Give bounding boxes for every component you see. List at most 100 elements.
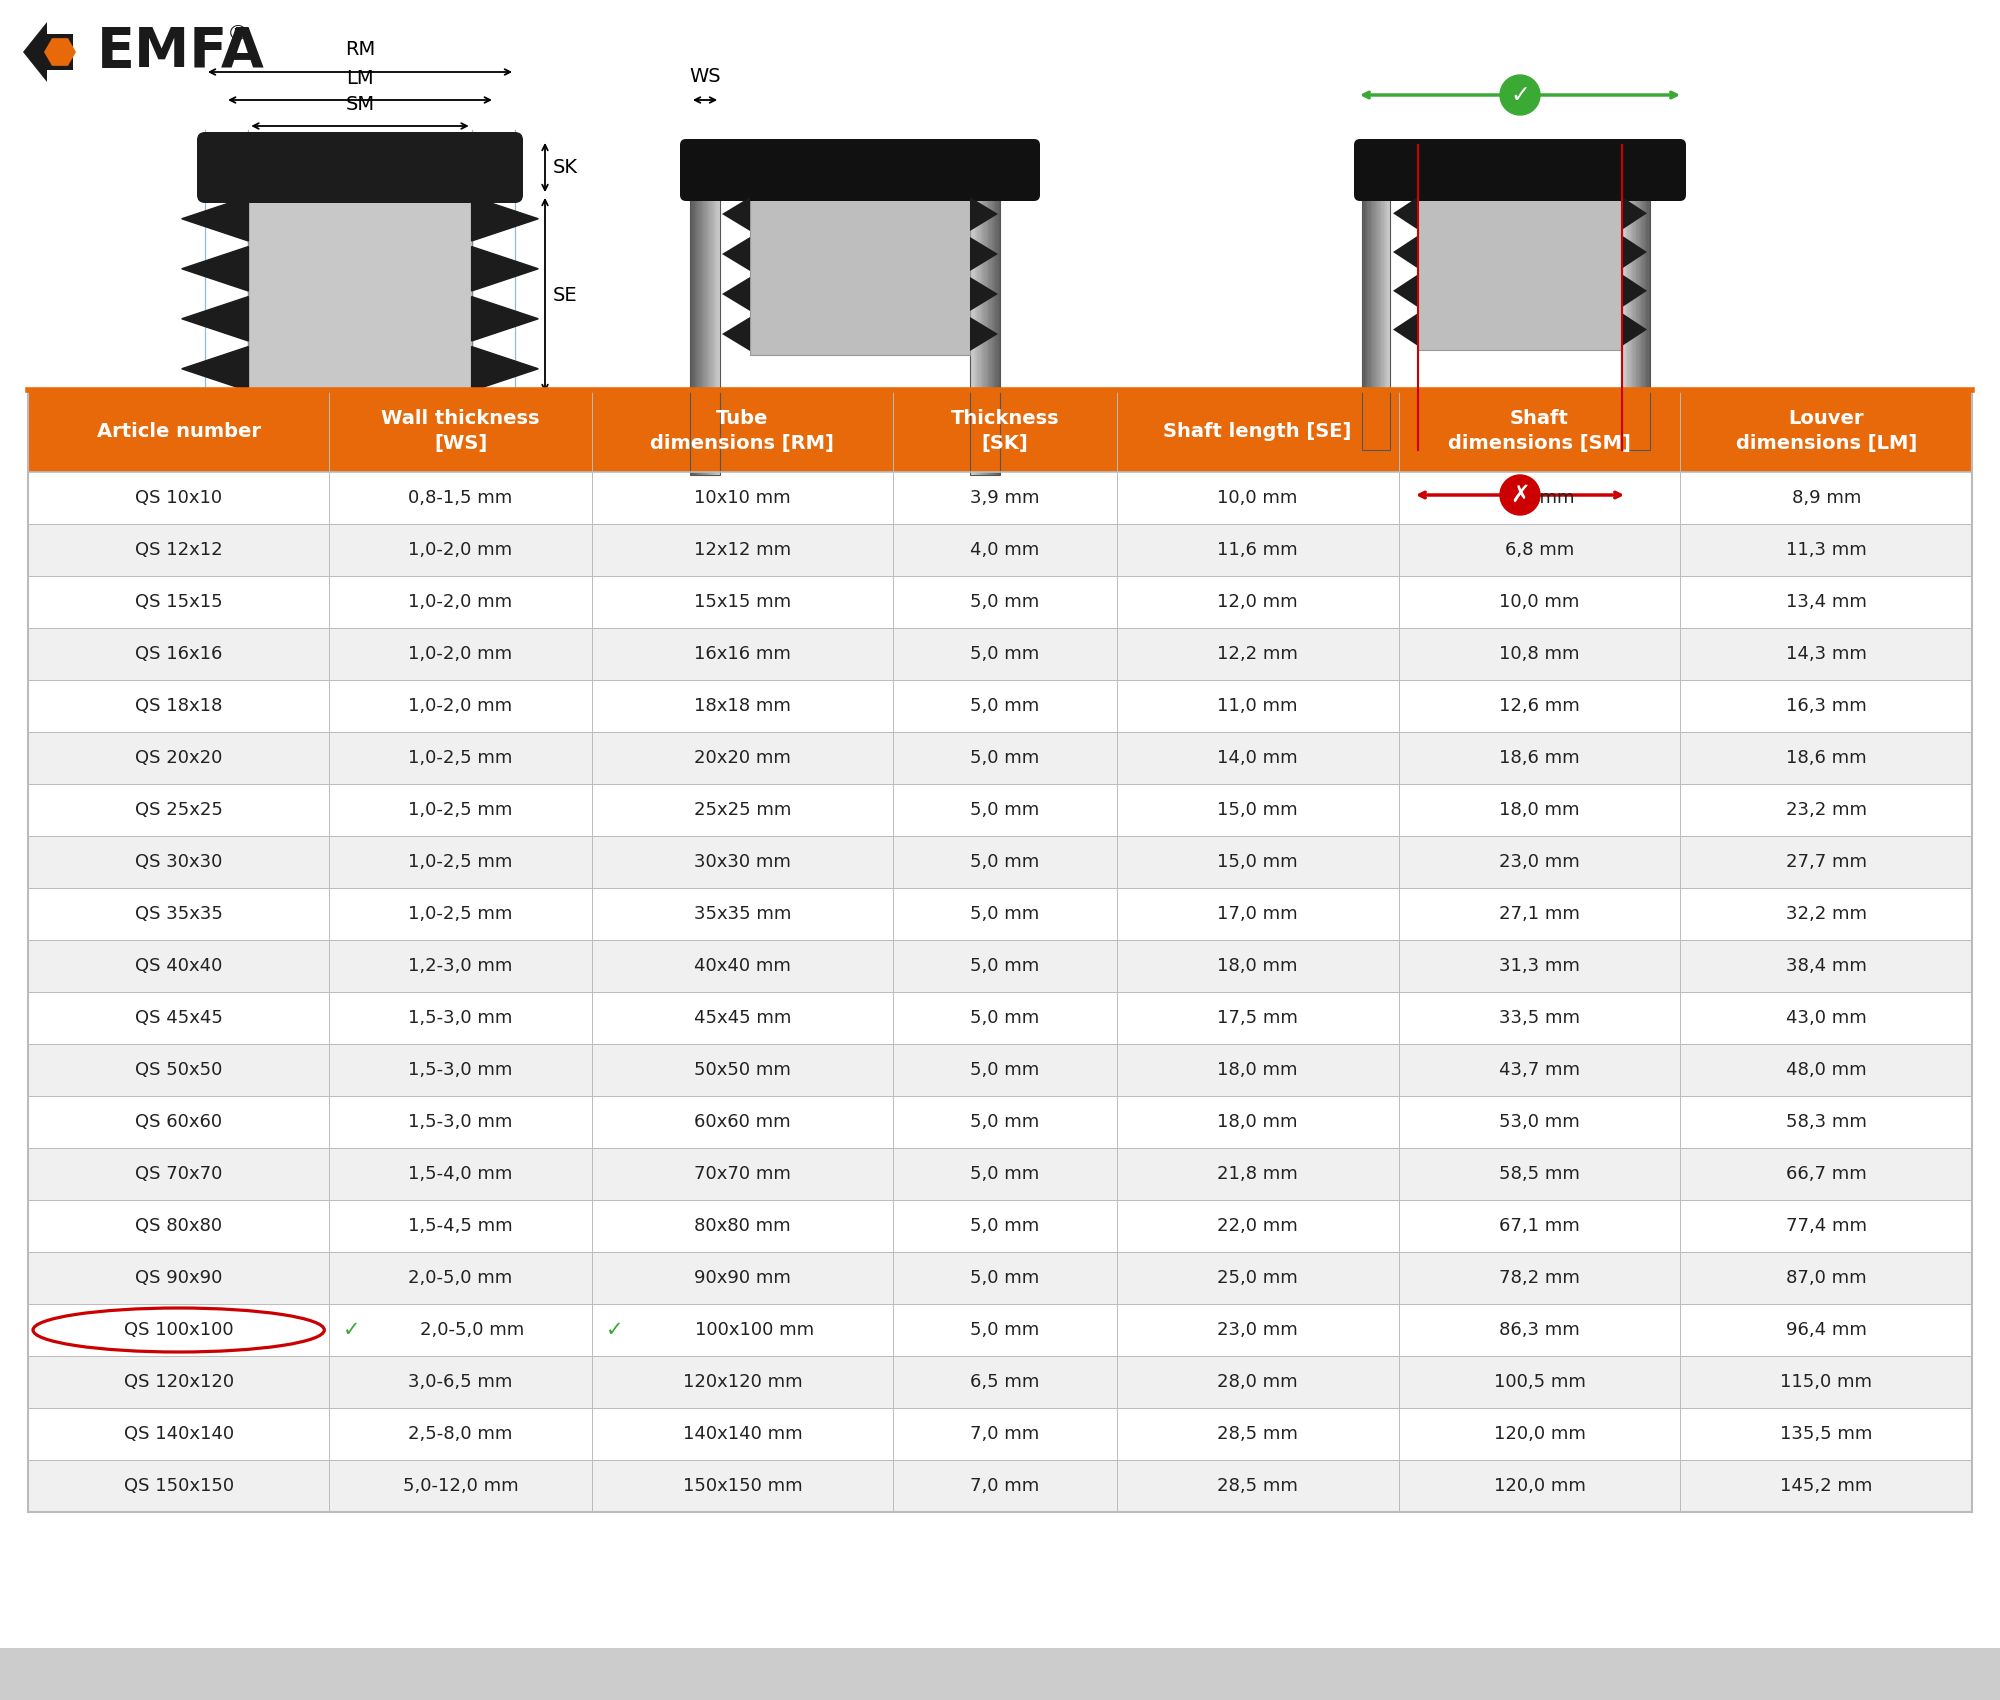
Text: Tube
dimensions [RM]: Tube dimensions [RM]: [650, 410, 834, 452]
Polygon shape: [182, 296, 248, 342]
Text: QS 140x140: QS 140x140: [124, 1425, 234, 1443]
Bar: [28, 1044, 1972, 1096]
Text: 28,5 mm: 28,5 mm: [1218, 1477, 1298, 1494]
Bar: [28, 1304, 1972, 1357]
Text: 1,5-3,0 mm: 1,5-3,0 mm: [408, 1114, 512, 1130]
Polygon shape: [970, 236, 998, 270]
Bar: [28, 836, 1972, 887]
Bar: [28, 1251, 1972, 1304]
Text: 58,3 mm: 58,3 mm: [1786, 1114, 1866, 1130]
Text: 1,0-2,5 mm: 1,0-2,5 mm: [408, 853, 512, 870]
Polygon shape: [182, 197, 248, 241]
Text: 78,2 mm: 78,2 mm: [1500, 1268, 1580, 1287]
Bar: [28, 1357, 1972, 1408]
Text: 5,0 mm: 5,0 mm: [970, 1114, 1040, 1130]
Text: RM: RM: [344, 41, 376, 60]
Text: QS 12x12: QS 12x12: [134, 541, 222, 559]
FancyBboxPatch shape: [1354, 139, 1686, 201]
Text: 5,0 mm: 5,0 mm: [970, 750, 1040, 767]
Text: 120x120 mm: 120x120 mm: [682, 1374, 802, 1391]
Text: 3,9 mm: 3,9 mm: [970, 490, 1040, 507]
Text: 87,0 mm: 87,0 mm: [1786, 1268, 1866, 1287]
Circle shape: [1500, 75, 1540, 116]
Polygon shape: [1392, 197, 1418, 230]
Text: 18,0 mm: 18,0 mm: [1218, 1114, 1298, 1130]
Polygon shape: [24, 22, 72, 82]
Text: QS 10x10: QS 10x10: [136, 490, 222, 507]
Text: SE: SE: [552, 286, 578, 304]
Text: 43,7 mm: 43,7 mm: [1498, 1061, 1580, 1080]
Text: 22,0 mm: 22,0 mm: [1218, 1217, 1298, 1234]
Text: 40x40 mm: 40x40 mm: [694, 957, 790, 976]
Bar: [28, 1460, 1972, 1511]
Text: 5,0 mm: 5,0 mm: [970, 801, 1040, 819]
Text: 18,0 mm: 18,0 mm: [1500, 801, 1580, 819]
Text: 25,0 mm: 25,0 mm: [1218, 1268, 1298, 1287]
Text: 1,0-2,5 mm: 1,0-2,5 mm: [408, 904, 512, 923]
Text: 5,0 mm: 5,0 mm: [970, 1217, 1040, 1234]
Text: ✓: ✓: [344, 1319, 360, 1340]
Text: QS 16x16: QS 16x16: [134, 644, 222, 663]
Text: 23,0 mm: 23,0 mm: [1500, 853, 1580, 870]
Bar: [28, 993, 1972, 1044]
Bar: [28, 1096, 1972, 1148]
Text: 100,5 mm: 100,5 mm: [1494, 1374, 1586, 1391]
Bar: [248, 196, 472, 394]
Text: 80x80 mm: 80x80 mm: [694, 1217, 790, 1234]
Text: 21,8 mm: 21,8 mm: [1218, 1164, 1298, 1183]
Polygon shape: [1622, 236, 1648, 269]
Text: 18,6 mm: 18,6 mm: [1786, 750, 1866, 767]
Bar: [690, 196, 720, 474]
Text: QS 15x15: QS 15x15: [134, 593, 222, 610]
Polygon shape: [472, 246, 538, 291]
Text: 1,0-2,0 mm: 1,0-2,0 mm: [408, 593, 512, 610]
Text: 10,0 mm: 10,0 mm: [1218, 490, 1298, 507]
Text: 33,5 mm: 33,5 mm: [1498, 1010, 1580, 1027]
Bar: [28, 784, 1972, 836]
Text: 31,3 mm: 31,3 mm: [1500, 957, 1580, 976]
Text: 18,0 mm: 18,0 mm: [1218, 957, 1298, 976]
Text: 30x30 mm: 30x30 mm: [694, 853, 790, 870]
Bar: [28, 1148, 1972, 1200]
Text: QS 90x90: QS 90x90: [134, 1268, 222, 1287]
Text: 12,0 mm: 12,0 mm: [1218, 593, 1298, 610]
Bar: [970, 196, 1000, 474]
Polygon shape: [722, 236, 750, 270]
Text: QS 20x20: QS 20x20: [134, 750, 222, 767]
FancyBboxPatch shape: [196, 133, 524, 202]
Polygon shape: [1392, 274, 1418, 308]
Text: 2,0-5,0 mm: 2,0-5,0 mm: [408, 1268, 512, 1287]
Text: ✓: ✓: [606, 1319, 624, 1340]
Polygon shape: [970, 277, 998, 311]
Text: 120,0 mm: 120,0 mm: [1494, 1477, 1586, 1494]
Text: ✗: ✗: [1510, 483, 1530, 507]
Text: QS 60x60: QS 60x60: [136, 1114, 222, 1130]
Bar: [28, 524, 1972, 576]
Text: 1,0-2,0 mm: 1,0-2,0 mm: [408, 541, 512, 559]
Text: QS 35x35: QS 35x35: [134, 904, 222, 923]
Text: QS 120x120: QS 120x120: [124, 1374, 234, 1391]
Text: 25x25 mm: 25x25 mm: [694, 801, 792, 819]
Polygon shape: [970, 316, 998, 350]
Text: QS 80x80: QS 80x80: [136, 1217, 222, 1234]
Text: 18,0 mm: 18,0 mm: [1218, 1061, 1298, 1080]
Text: 17,5 mm: 17,5 mm: [1218, 1010, 1298, 1027]
Bar: [750, 196, 970, 355]
Text: 5,0-12,0 mm: 5,0-12,0 mm: [402, 1477, 518, 1494]
Text: 16,3 mm: 16,3 mm: [1786, 697, 1866, 716]
Text: 2,0-5,0 mm: 2,0-5,0 mm: [420, 1321, 524, 1340]
Text: QS 70x70: QS 70x70: [134, 1164, 222, 1183]
Text: EMFA: EMFA: [96, 26, 264, 78]
Text: Wall thickness
[WS]: Wall thickness [WS]: [382, 410, 540, 452]
Polygon shape: [1392, 313, 1418, 347]
Polygon shape: [722, 197, 750, 231]
Text: 6,5 mm: 6,5 mm: [970, 1374, 1040, 1391]
Text: 5,0 mm: 5,0 mm: [970, 1268, 1040, 1287]
Text: 5,0 mm: 5,0 mm: [970, 904, 1040, 923]
Bar: [28, 887, 1972, 940]
Bar: [28, 680, 1972, 733]
Bar: [28, 1408, 1972, 1460]
Text: 14,3 mm: 14,3 mm: [1786, 644, 1866, 663]
Text: 145,2 mm: 145,2 mm: [1780, 1477, 1872, 1494]
Text: 67,1 mm: 67,1 mm: [1500, 1217, 1580, 1234]
